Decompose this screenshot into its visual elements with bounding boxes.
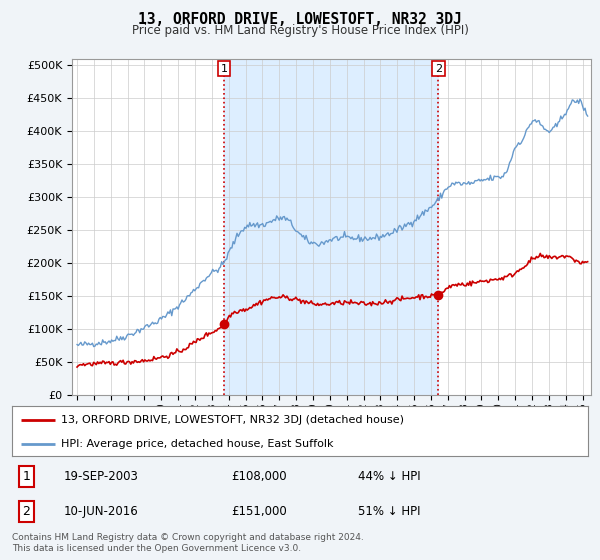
Text: £151,000: £151,000	[231, 505, 287, 518]
Text: Contains HM Land Registry data © Crown copyright and database right 2024.
This d: Contains HM Land Registry data © Crown c…	[12, 533, 364, 553]
Text: £108,000: £108,000	[231, 470, 287, 483]
Text: HPI: Average price, detached house, East Suffolk: HPI: Average price, detached house, East…	[61, 439, 334, 449]
Text: 13, ORFORD DRIVE, LOWESTOFT, NR32 3DJ (detached house): 13, ORFORD DRIVE, LOWESTOFT, NR32 3DJ (d…	[61, 414, 404, 424]
Text: 19-SEP-2003: 19-SEP-2003	[64, 470, 139, 483]
Text: 10-JUN-2016: 10-JUN-2016	[64, 505, 139, 518]
Bar	[224, 59, 439, 395]
Text: 2: 2	[22, 505, 31, 518]
Text: 2: 2	[435, 64, 442, 74]
Text: 51% ↓ HPI: 51% ↓ HPI	[358, 505, 420, 518]
Text: 1: 1	[22, 470, 31, 483]
Text: 44% ↓ HPI: 44% ↓ HPI	[358, 470, 420, 483]
Text: Price paid vs. HM Land Registry's House Price Index (HPI): Price paid vs. HM Land Registry's House …	[131, 24, 469, 36]
Text: 1: 1	[220, 64, 227, 74]
Text: 13, ORFORD DRIVE, LOWESTOFT, NR32 3DJ: 13, ORFORD DRIVE, LOWESTOFT, NR32 3DJ	[138, 12, 462, 27]
